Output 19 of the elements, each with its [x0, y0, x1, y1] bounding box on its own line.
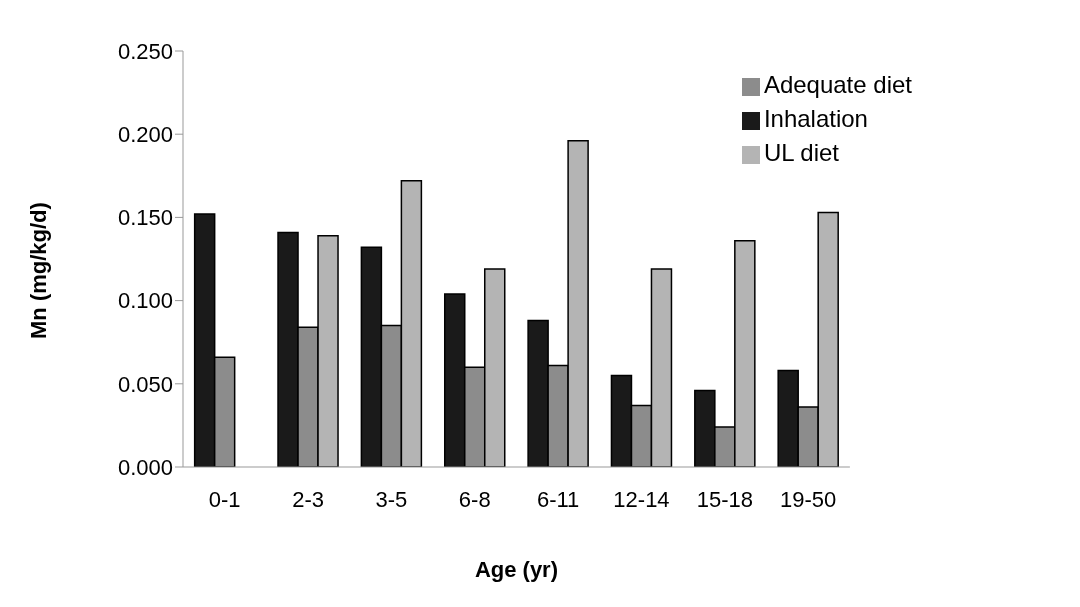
y-tick-label: 0.100: [117, 288, 173, 314]
x-tick-label: 6-11: [536, 486, 580, 512]
x-tick-label: 12-14: [613, 486, 670, 512]
x-tick-label: 3-5: [375, 486, 408, 512]
x-axis-title: Age (yr): [474, 557, 558, 582]
x-tick-label: 6-8: [458, 486, 491, 512]
legend-label: Adequate diet: [763, 71, 912, 98]
x-tick-label: 15-18: [696, 486, 753, 512]
legend-label: UL diet: [763, 139, 840, 166]
y-axis-title: Mn (mg/kg/d): [25, 202, 51, 339]
y-tick-label: 0.050: [117, 371, 173, 397]
y-tick-label: 0.250: [117, 38, 173, 64]
x-tick-label: 19-50: [780, 486, 837, 512]
y-tick-label: 0.150: [117, 205, 173, 231]
x-tick-label: 0-1: [208, 486, 241, 512]
x-tick-label: 2-3: [292, 486, 324, 512]
y-tick-label: 0.000: [117, 454, 173, 480]
y-tick-label: 0.200: [117, 122, 173, 148]
legend-label: Inhalation: [763, 105, 868, 132]
